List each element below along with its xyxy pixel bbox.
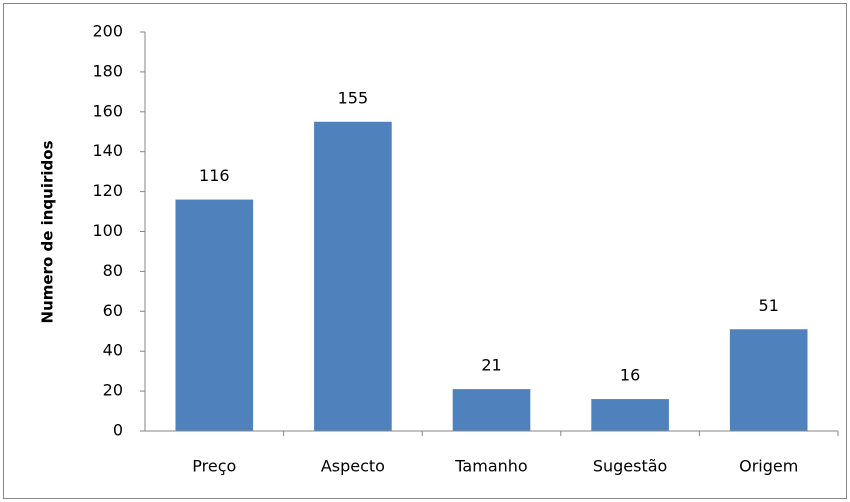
- x-tick-label: Tamanho: [454, 457, 527, 476]
- bar: [591, 399, 669, 431]
- x-tick-label: Preço: [192, 457, 236, 476]
- x-tick-label: Aspecto: [321, 457, 385, 476]
- y-tick-label: 180: [92, 61, 123, 80]
- bar: [175, 199, 254, 431]
- data-label: 155: [338, 88, 369, 107]
- bar: [729, 329, 808, 431]
- bar: [452, 389, 531, 431]
- y-tick-label: 140: [92, 141, 123, 160]
- y-tick-label: 80: [103, 261, 123, 280]
- y-tick-label: 40: [103, 341, 123, 360]
- y-tick-label: 0: [113, 421, 123, 440]
- y-tick-label: 160: [92, 101, 123, 120]
- data-label: 51: [759, 296, 779, 315]
- data-label: 21: [481, 356, 501, 375]
- data-label: 116: [199, 166, 230, 185]
- y-tick-label: 120: [92, 181, 123, 200]
- x-tick-label: Origem: [739, 457, 798, 476]
- y-tick-label: 20: [103, 381, 123, 400]
- bar: [314, 121, 392, 432]
- y-tick-label: 200: [92, 22, 123, 41]
- y-tick-label: 60: [103, 301, 123, 320]
- chart-frame: [3, 3, 847, 499]
- data-label: 16: [620, 366, 640, 385]
- y-tick-label: 100: [92, 221, 123, 240]
- y-axis-label: Numero de inquiridos: [39, 140, 57, 323]
- x-tick-label: Sugestão: [593, 457, 668, 476]
